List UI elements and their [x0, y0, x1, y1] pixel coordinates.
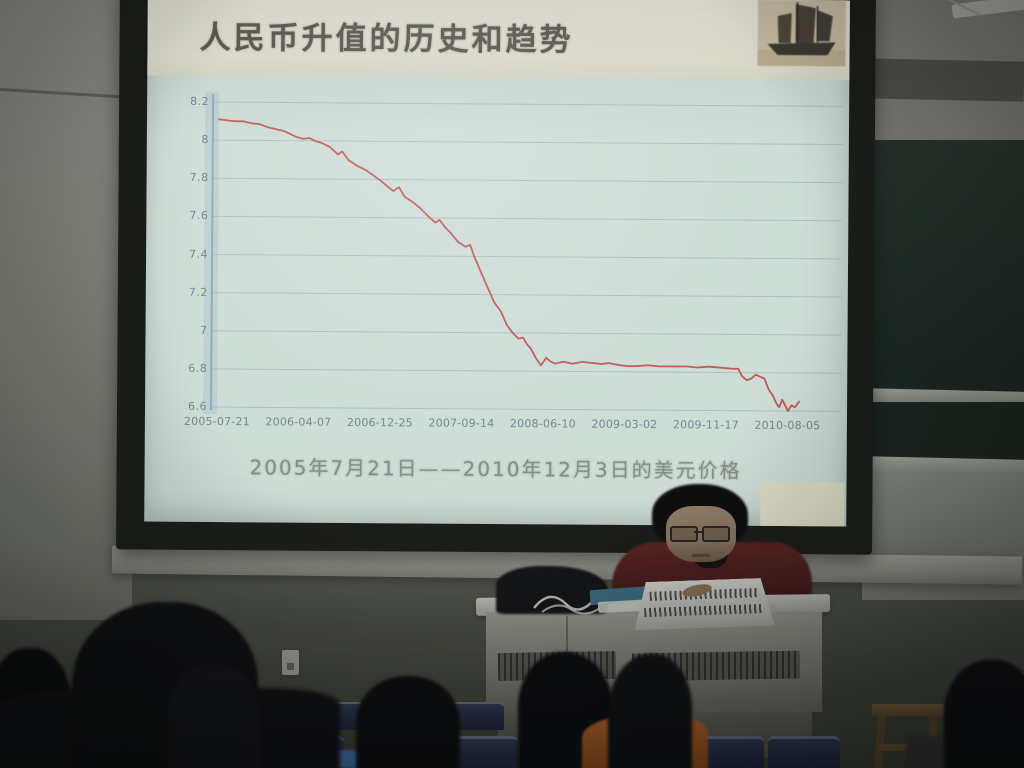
lecturer-face: [666, 506, 736, 562]
x-tick-label: 2008-06-10: [509, 417, 576, 431]
right-wall: [861, 0, 1024, 600]
student-head: [944, 660, 1024, 768]
student-head: [608, 654, 692, 768]
x-tick-label: 2007-09-14: [428, 416, 495, 430]
wall-below-chalkboard: [862, 472, 1024, 564]
x-tick-label: 2006-12-25: [346, 415, 413, 430]
lecture-seat: [768, 736, 840, 768]
wooden-stool: [872, 704, 944, 716]
x-tick-label: 2009-03-02: [591, 417, 658, 432]
wall-switch: [282, 650, 299, 675]
lecturer-glasses-bridge: [694, 531, 704, 533]
x-tick-label: 2006-04-07: [265, 415, 332, 429]
chalkboard-lower-panel: [864, 402, 1024, 460]
y-tick-label: 7.4: [189, 247, 209, 261]
exchange-rate-line-chart: [202, 91, 844, 415]
student-head: [168, 664, 260, 768]
y-tick-label: 7: [200, 323, 208, 337]
wall-dark-band: [861, 58, 1024, 102]
y-tick-label: 7.8: [189, 171, 209, 185]
left-wall: [0, 0, 132, 620]
slide: 人民币升值的历史和趋势 2005年7月21日——2010年12月3日的美元价格 …: [144, 0, 850, 527]
console-vent-slots-bottom: [644, 604, 764, 617]
x-tick-label: 2009-11-17: [672, 418, 739, 432]
lecturer-glasses-right-lens: [702, 526, 730, 542]
lecturer-glasses-left-lens: [670, 526, 698, 542]
x-tick-label: 2005-07-21: [183, 414, 250, 429]
y-tick-label: 8: [201, 133, 209, 147]
junk-ship-image: [757, 0, 846, 67]
stool-leg: [874, 713, 886, 768]
y-tick-label: 6.6: [187, 399, 208, 413]
x-tick-label: 2010-08-05: [754, 418, 821, 433]
chalkboard-upper-panel: [866, 140, 1024, 394]
wall-switch-button: [287, 663, 294, 670]
y-tick-label: 7.2: [188, 285, 208, 299]
projection-screen: 人民币升值的历史和趋势 2005年7月21日——2010年12月3日的美元价格 …: [116, 0, 876, 555]
lecturer-mouth: [692, 554, 710, 557]
student-head: [356, 676, 460, 768]
y-tick-label: 6.8: [188, 361, 208, 375]
y-tick-label: 7.6: [189, 209, 209, 223]
y-tick-label: 8.2: [190, 94, 210, 108]
